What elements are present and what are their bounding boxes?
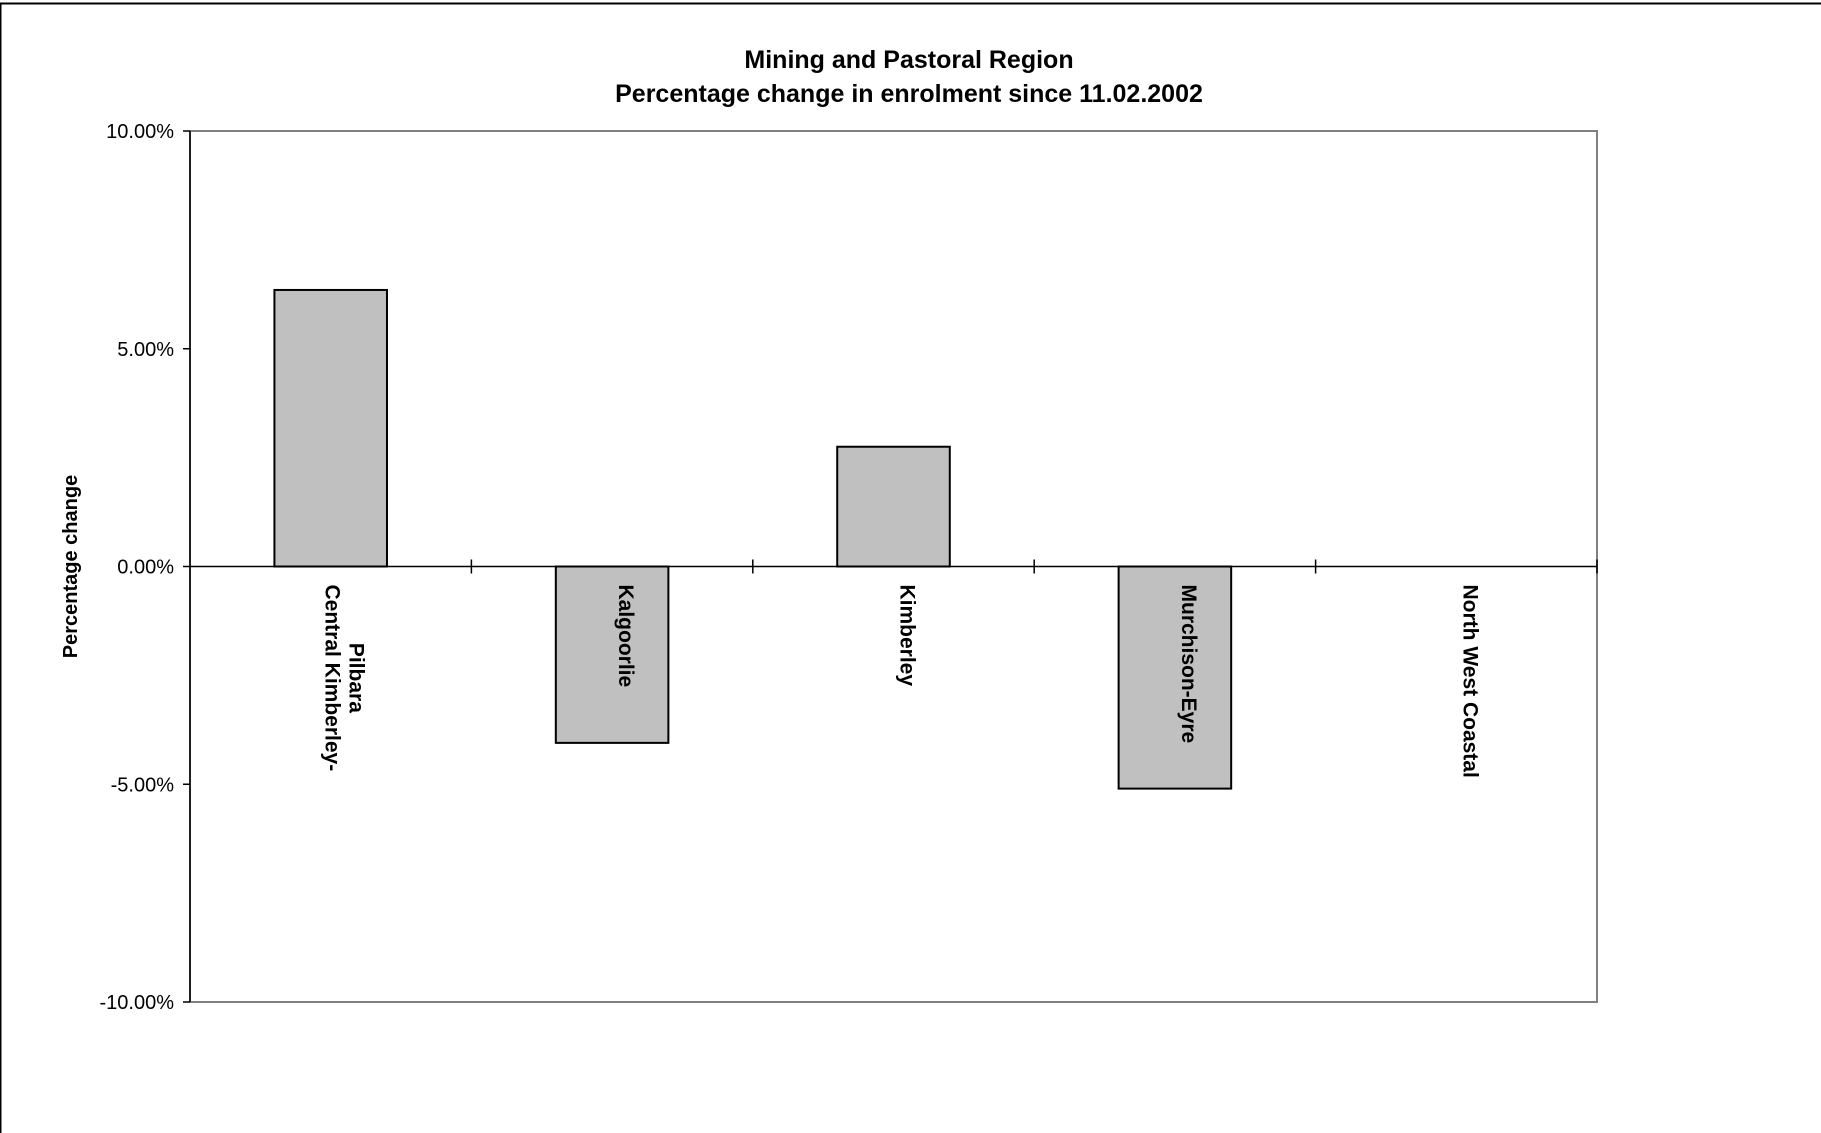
- category-label: North West Coastal: [1458, 585, 1481, 778]
- chart-title-line-2: Percentage change in enrolment since 11.…: [615, 80, 1203, 108]
- bar: [836, 445, 951, 568]
- category-label-line: North West Coastal: [1458, 585, 1481, 778]
- x-axis: [190, 559, 1598, 574]
- category-label-line: Central Kimberley-: [321, 585, 344, 772]
- bars-group: [273, 288, 1233, 790]
- category-labels: Central Kimberley-Pilbara Kalgoorlie Kimbe…: [321, 585, 1482, 778]
- y-axis: 10.00% 5.00% 0.00% -5.00% -10.00%: [100, 121, 191, 1014]
- y-tick-label: 0.00%: [117, 557, 174, 579]
- category-label-line: Pilbara: [345, 643, 368, 713]
- y-tick-label: 10.00%: [106, 121, 174, 143]
- bar: [554, 565, 670, 744]
- category-label-line: Murchison-Eyre: [1177, 585, 1200, 744]
- category-label: Kalgoorlie: [614, 585, 637, 688]
- y-tick-label: 5.00%: [117, 339, 174, 361]
- y-tick-label: -10.00%: [100, 992, 175, 1014]
- category-label-line: Kimberley: [896, 585, 919, 687]
- bar: [1117, 565, 1233, 790]
- category-label: Central Kimberley-Pilbara: [321, 585, 368, 772]
- y-tick-label: -5.00%: [111, 774, 175, 796]
- category-label: Kimberley: [896, 585, 919, 687]
- category-label: Murchison-Eyre: [1177, 585, 1200, 744]
- chart-title-line-1: Mining and Pastoral Region: [744, 46, 1073, 74]
- y-axis-title: Percentage change: [60, 475, 82, 658]
- category-label-line: Kalgoorlie: [614, 585, 637, 688]
- bar: [273, 288, 388, 568]
